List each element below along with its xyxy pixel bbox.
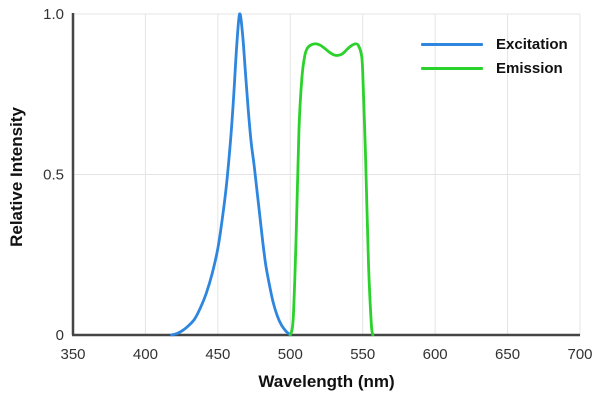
legend-item-excitation: Excitation [421, 36, 568, 53]
x-tick-label-700: 700 [567, 346, 592, 363]
legend-swatch-excitation [421, 43, 483, 46]
y-tick-label-1.0: 1.0 [43, 6, 64, 23]
x-axis-title: Wavelength (nm) [258, 372, 395, 391]
y-tick-label-0: 0 [56, 327, 64, 344]
series-curve-excitation [170, 12, 292, 337]
y-tick-label-0.5: 0.5 [43, 167, 64, 184]
x-tick-label-400: 400 [133, 346, 158, 363]
x-tick-label-450: 450 [205, 346, 230, 363]
x-tick-label-600: 600 [423, 346, 448, 363]
x-tick-label-550: 550 [350, 346, 375, 363]
series-curve-emission [288, 42, 375, 337]
x-tick-label-650: 650 [495, 346, 520, 363]
legend-item-emission: Emission [421, 60, 568, 77]
x-tick-label-500: 500 [278, 346, 303, 363]
legend-label-excitation: Excitation [496, 36, 568, 53]
x-tick-label-350: 350 [60, 346, 85, 363]
legend-swatch-emission [421, 67, 483, 70]
legend: Excitation Emission [421, 36, 568, 77]
y-axis-title: Relative Intensity [7, 107, 26, 247]
legend-label-emission: Emission [496, 60, 563, 77]
